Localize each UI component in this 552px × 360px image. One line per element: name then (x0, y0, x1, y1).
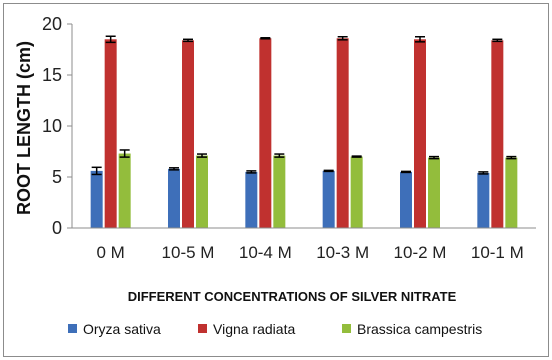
bar-brassica-campestris-3 (350, 156, 363, 228)
bar-oryza-sativa-0 (90, 170, 103, 228)
error-bar-brassica-campestris-3 (351, 155, 362, 158)
bar-vigna-radiata-1 (182, 40, 194, 228)
bar-brassica-campestris-5 (505, 157, 518, 228)
bar-vigna-radiata-2 (259, 38, 272, 228)
y-tick-label: 5 (52, 167, 62, 187)
bar-oryza-sativa-2 (245, 171, 258, 228)
x-tick-label: 0 M (96, 243, 124, 262)
labels-layer: 0 M 10-5 M 10-4 M 10-3 M 10-2 M 10-1 M 0 5 10 15 2… (42, 14, 524, 262)
error-bar-oryza-sativa-1 (169, 167, 179, 171)
bar-brassica-campestris-1 (196, 155, 208, 228)
legend-swatch-vigna-radiata (198, 324, 207, 333)
error-bar-brassica-campestris-5 (506, 155, 517, 160)
bar-brassica-campestris-2 (273, 155, 286, 228)
chart-frame (3, 3, 549, 357)
error-bar-oryza-sativa-4 (401, 170, 411, 174)
error-bar-oryza-sativa-3 (323, 169, 334, 173)
legend: Oryza sativa Vigna radiata Brassica campes… (68, 321, 482, 337)
bar-vigna-radiata-0 (104, 39, 117, 228)
legend-label: Vigna radiata (213, 321, 295, 337)
legend-label: Brassica campestris (357, 321, 482, 337)
error-bar-brassica-campestris-4 (429, 155, 439, 160)
x-tick-label: 10-1 M (471, 243, 524, 262)
error-bar-vigna-radiata-3 (337, 36, 348, 41)
y-tick-label: 10 (42, 116, 62, 136)
error-bar-brassica-campestris-0 (119, 149, 130, 158)
legend-swatch-brassica-campestris (342, 324, 351, 333)
y-tick-label: 0 (52, 218, 62, 238)
error-bar-brassica-campestris-1 (197, 153, 207, 158)
bar-brassica-campestris-0 (118, 153, 131, 228)
bar-oryza-sativa-4 (400, 171, 412, 228)
bar-vigna-radiata-5 (491, 40, 504, 228)
x-tick-label: 10-5 M (162, 243, 215, 262)
error-bar-brassica-campestris-2 (274, 153, 285, 158)
error-bar-vigna-radiata-5 (492, 38, 503, 43)
error-bar-oryza-sativa-5 (478, 171, 489, 175)
legend-label: Oryza sativa (83, 321, 161, 337)
bar-oryza-sativa-1 (168, 168, 180, 228)
x-axis-title: DIFFERENT CONCENTRATIONS OF SILVER NITRA… (128, 289, 457, 304)
x-tick-label: 10-3 M (316, 243, 369, 262)
error-bar-vigna-radiata-4 (415, 36, 425, 43)
bar-brassica-campestris-4 (428, 157, 440, 228)
error-bar-oryza-sativa-0 (91, 166, 102, 176)
error-bar-vigna-radiata-2 (260, 37, 271, 40)
bar-vigna-radiata-4 (414, 39, 426, 228)
legend-swatch-oryza-sativa (68, 324, 77, 333)
y-tick-label: 20 (42, 14, 62, 34)
axes-layer (67, 23, 536, 229)
error-bar-vigna-radiata-0 (105, 35, 116, 44)
bar-oryza-sativa-3 (322, 170, 335, 228)
error-bar-vigna-radiata-1 (183, 38, 193, 43)
bars-layer (90, 35, 518, 228)
error-bar-oryza-sativa-2 (246, 170, 257, 174)
y-axis-title: ROOT LENGTH (cm) (14, 41, 34, 215)
x-tick-label: 10-4 M (239, 243, 292, 262)
bar-vigna-radiata-3 (336, 38, 349, 228)
x-tick-label: 10-2 M (394, 243, 447, 262)
bar-oryza-sativa-5 (477, 172, 490, 228)
y-tick-label: 15 (42, 65, 62, 85)
